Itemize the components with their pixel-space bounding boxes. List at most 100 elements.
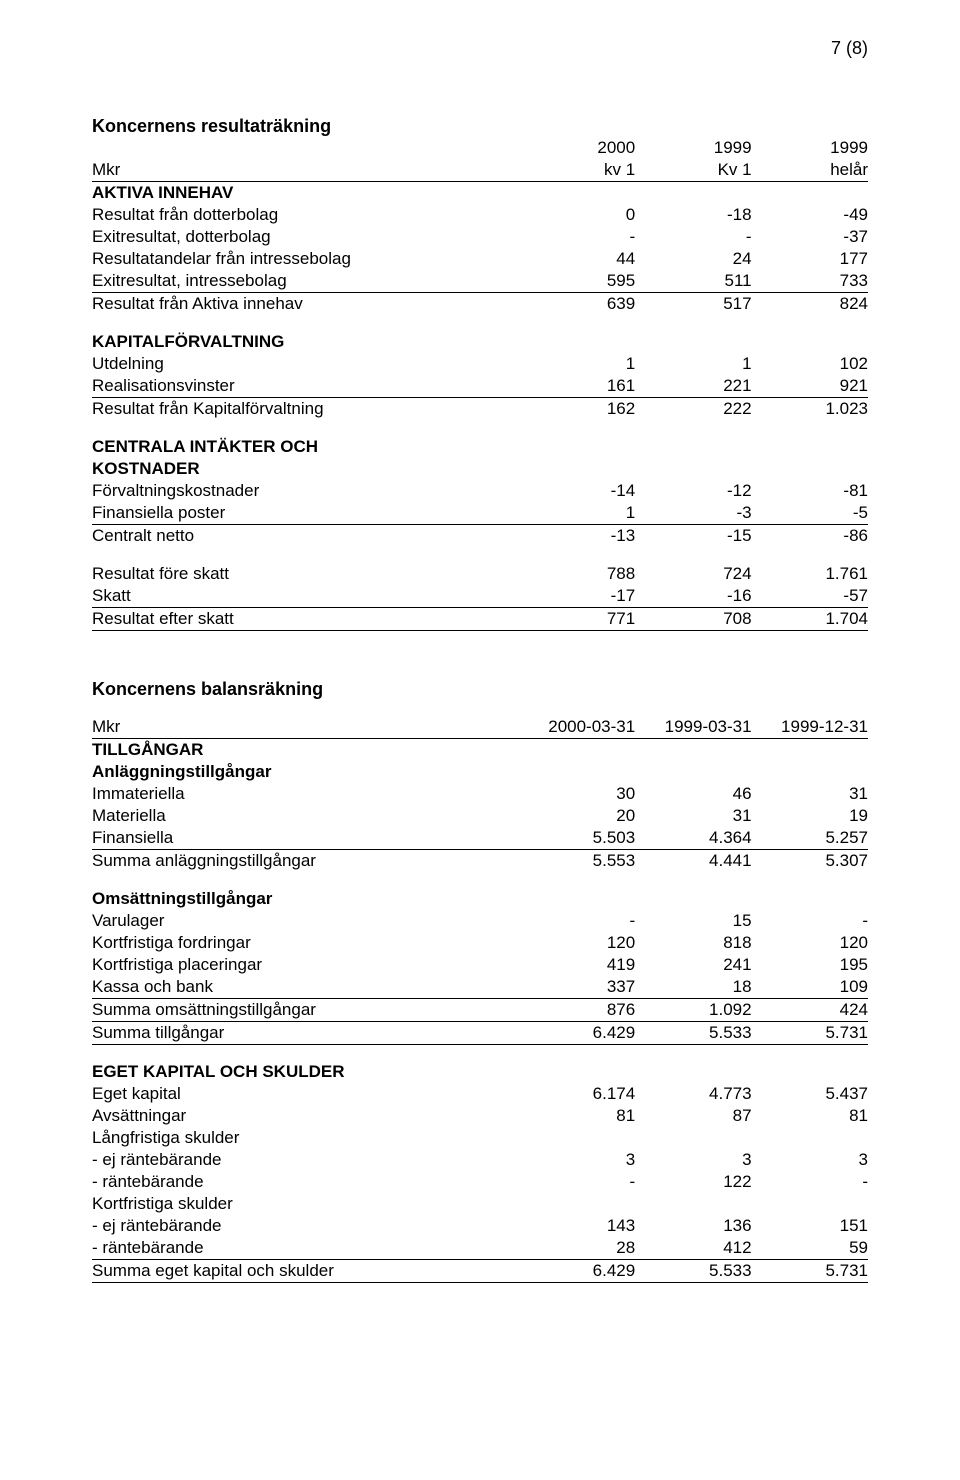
table-row: Kortfristiga skulder [92,1193,868,1215]
cell: 241 [635,954,751,976]
row-label: Kassa och bank [92,976,519,999]
table-row: CENTRALA INTÄKTER OCH [92,436,868,458]
row-label: - räntebärande [92,1171,519,1193]
col-header: 2000-03-31 [519,716,635,739]
balance-sheet-section: Koncernens balansräkning Mkr 2000-03-31 … [92,679,868,1283]
row-label: Summa eget kapital och skulder [92,1259,519,1282]
cell: -86 [752,525,868,548]
cell: 120 [752,932,868,954]
cell: -15 [635,525,751,548]
cell: 15 [635,910,751,932]
balance-table: Mkr 2000-03-31 1999-03-31 1999-12-31 TIL… [92,716,868,1283]
table-row: Varulager - 15 - [92,910,868,932]
row-label: Exitresultat, intressebolag [92,270,519,293]
table-row: Resultat före skatt 788 724 1.761 [92,563,868,585]
row-label: Exitresultat, dotterbolag [92,226,519,248]
cell: 733 [752,270,868,293]
table-row: Avsättningar 81 87 81 [92,1105,868,1127]
table-row: Materiella 20 31 19 [92,805,868,827]
income-title: Koncernens resultaträkning [92,116,868,137]
row-label: Centralt netto [92,525,519,548]
col-header: Kv 1 [635,159,751,182]
cell: -49 [752,204,868,226]
cell: 1.092 [635,999,751,1022]
table-row: Finansiella poster 1 -3 -5 [92,502,868,525]
section-header: KOSTNADER [92,458,519,480]
cell: 517 [635,293,751,316]
table-row: Centralt netto -13 -15 -86 [92,525,868,548]
section-header: KAPITALFÖRVALTNING [92,331,519,353]
page-number: 7 (8) [831,38,868,59]
section-header: TILLGÅNGAR [92,739,519,762]
table-row: Summa eget kapital och skulder 6.429 5.5… [92,1259,868,1282]
table-row: Utdelning 1 1 102 [92,353,868,375]
row-label: Resultat från Aktiva innehav [92,293,519,316]
table-row: Resultat från dotterbolag 0 -18 -49 [92,204,868,226]
row-label: Kortfristiga fordringar [92,932,519,954]
cell: -12 [635,480,751,502]
table-row: Mkr 2000-03-31 1999-03-31 1999-12-31 [92,716,868,739]
row-label: Mkr [92,716,519,739]
cell: 3 [635,1149,751,1171]
col-header: kv 1 [519,159,635,182]
cell: 120 [519,932,635,954]
cell: 5.533 [635,1259,751,1282]
row-label: Utdelning [92,353,519,375]
cell: 511 [635,270,751,293]
col-header: 1999 [635,137,751,159]
table-row: TILLGÅNGAR [92,739,868,762]
cell: - [519,226,635,248]
cell: 143 [519,1215,635,1237]
cell: 5.553 [519,850,635,873]
row-label: Summa tillgångar [92,1022,519,1045]
table-row: Summa omsättningstillgångar 876 1.092 42… [92,999,868,1022]
table-row: Realisationsvinster 161 221 921 [92,375,868,398]
table-row: Kortfristiga fordringar 120 818 120 [92,932,868,954]
table-row: Förvaltningskostnader -14 -12 -81 [92,480,868,502]
row-label: - ej räntebärande [92,1149,519,1171]
row-label: Kortfristiga skulder [92,1193,519,1215]
table-row: Summa anläggningstillgångar 5.553 4.441 … [92,850,868,873]
cell: 221 [635,375,751,398]
cell: 1 [635,353,751,375]
cell: -3 [635,502,751,525]
row-label: Resultat från dotterbolag [92,204,519,226]
table-row: KOSTNADER [92,458,868,480]
cell: 639 [519,293,635,316]
cell: -57 [752,585,868,608]
cell: 20 [519,805,635,827]
cell: 4.773 [635,1083,751,1105]
row-label: Eget kapital [92,1083,519,1105]
table-row: Långfristiga skulder [92,1127,868,1149]
cell: 1.704 [752,608,868,631]
cell: 24 [635,248,751,270]
cell: 102 [752,353,868,375]
cell: 5.731 [752,1022,868,1045]
balance-title: Koncernens balansräkning [92,679,868,700]
table-row: - räntebärande - 122 - [92,1171,868,1193]
cell: 5.731 [752,1259,868,1282]
table-row: Exitresultat, intressebolag 595 511 733 [92,270,868,293]
cell: 1 [519,353,635,375]
row-label: Resultat före skatt [92,563,519,585]
cell: 876 [519,999,635,1022]
cell: 81 [752,1105,868,1127]
col-header: 2000 [519,137,635,159]
row-label: Summa anläggningstillgångar [92,850,519,873]
cell: 921 [752,375,868,398]
table-row: AKTIVA INNEHAV [92,182,868,205]
cell: -14 [519,480,635,502]
cell: 818 [635,932,751,954]
row-label: - ej räntebärande [92,1215,519,1237]
cell: 177 [752,248,868,270]
cell: 162 [519,398,635,421]
cell: 6.429 [519,1022,635,1045]
table-row: Mkr kv 1 Kv 1 helår [92,159,868,182]
row-label: Långfristiga skulder [92,1127,519,1149]
table-row: EGET KAPITAL OCH SKULDER [92,1061,868,1083]
cell: 44 [519,248,635,270]
table-row: 2000 1999 1999 [92,137,868,159]
cell: -81 [752,480,868,502]
row-label: Materiella [92,805,519,827]
cell: 5.533 [635,1022,751,1045]
